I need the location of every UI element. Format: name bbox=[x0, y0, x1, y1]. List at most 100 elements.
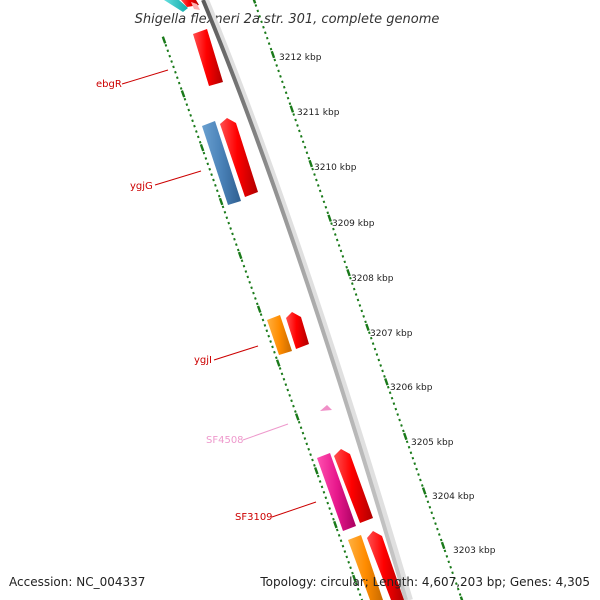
outer-ruler-major-tick bbox=[402, 432, 408, 441]
ebgR-leader-line bbox=[121, 69, 169, 85]
inner-ruler-minor-tick bbox=[328, 507, 331, 510]
outer-ruler-minor-tick bbox=[354, 293, 358, 296]
backbone-shadow bbox=[203, 0, 413, 600]
outer-ruler-minor-tick bbox=[269, 47, 273, 51]
inner-ruler-major-tick bbox=[333, 520, 338, 529]
inner-ruler-minor-tick bbox=[290, 399, 293, 403]
inner-ruler-minor-tick bbox=[337, 534, 341, 537]
inner-ruler-minor-tick bbox=[326, 501, 330, 505]
outer-ruler-major-tick bbox=[421, 487, 427, 495]
outer-ruler-minor-tick bbox=[451, 571, 454, 575]
map-title: Shigella flexneri 2a str. 301, complete … bbox=[135, 12, 440, 27]
inner-ruler-minor-tick bbox=[195, 130, 198, 133]
kbp-label-3205: 3205 kbp bbox=[411, 438, 454, 448]
gene-label-SF4508[interactable]: SF4508 bbox=[206, 435, 244, 446]
outer-ruler-minor-tick bbox=[301, 140, 305, 144]
inner-ruler-major-tick bbox=[180, 90, 186, 98]
gene-label-ebgR[interactable]: ebgR bbox=[96, 79, 122, 90]
outer-ruler-minor-tick bbox=[296, 124, 299, 127]
inner-ruler-minor-tick bbox=[166, 49, 170, 53]
outer-ruler-minor-tick bbox=[303, 145, 307, 149]
outer-ruler-minor-tick bbox=[345, 265, 348, 269]
outer-ruler-minor-tick bbox=[288, 102, 292, 106]
inner-ruler-minor-tick bbox=[356, 587, 360, 591]
outer-ruler-major-tick bbox=[346, 269, 351, 277]
inner-ruler-minor-tick bbox=[288, 394, 291, 397]
outer-ruler-major-tick bbox=[308, 159, 314, 168]
inner-ruler-minor-tick bbox=[335, 528, 339, 532]
outer-ruler-minor-tick bbox=[411, 456, 415, 460]
inner-ruler-major-tick bbox=[256, 305, 262, 313]
outer-ruler-minor-tick bbox=[337, 244, 341, 247]
scale-ruler-outer bbox=[252, 0, 464, 600]
outer-ruler-major-tick bbox=[270, 50, 276, 59]
SF4508-feature bbox=[320, 405, 332, 411]
gene-label-SF3109[interactable]: SF3109 bbox=[235, 512, 273, 523]
gene-label-ygjI[interactable]: ygjI bbox=[194, 355, 212, 366]
outer-ruler-minor-tick bbox=[360, 309, 364, 313]
inner-ruler-major-tick bbox=[237, 251, 243, 260]
outer-ruler-major-tick bbox=[252, 0, 257, 4]
outer-ruler-minor-tick bbox=[386, 385, 390, 389]
inner-ruler-minor-tick bbox=[191, 119, 194, 123]
SF3109-feature-magenta bbox=[317, 453, 356, 531]
pink-feature-top bbox=[191, 2, 200, 10]
inner-ruler-major-tick bbox=[161, 36, 167, 44]
outer-ruler-minor-tick bbox=[369, 336, 373, 340]
outer-ruler-minor-tick bbox=[341, 254, 345, 258]
SF3109-leader-line bbox=[271, 501, 317, 518]
outer-ruler-minor-tick bbox=[316, 184, 320, 187]
outer-ruler-minor-tick bbox=[343, 260, 347, 264]
outer-ruler-minor-tick bbox=[453, 576, 456, 580]
gene-label-ygjG[interactable]: ygjG bbox=[130, 181, 153, 192]
inner-ruler-minor-tick bbox=[360, 598, 364, 600]
inner-ruler-minor-tick bbox=[212, 178, 215, 182]
inner-ruler-minor-tick bbox=[358, 593, 362, 596]
outer-ruler-minor-tick bbox=[405, 440, 409, 444]
inner-ruler-minor-tick bbox=[250, 286, 253, 290]
outer-ruler-minor-tick bbox=[260, 20, 263, 24]
inner-ruler-minor-tick bbox=[248, 280, 251, 284]
outer-ruler-minor-tick bbox=[326, 211, 330, 215]
outer-ruler-minor-tick bbox=[351, 282, 354, 286]
outer-ruler-major-tick bbox=[440, 541, 446, 550]
inner-ruler-minor-tick bbox=[311, 458, 314, 462]
kbp-label-3208: 3208 kbp bbox=[351, 274, 394, 284]
inner-ruler-minor-tick bbox=[252, 291, 255, 295]
inner-ruler-minor-tick bbox=[259, 313, 263, 316]
inner-ruler-minor-tick bbox=[294, 410, 297, 413]
inner-ruler-minor-tick bbox=[280, 372, 284, 376]
outer-ruler-minor-tick bbox=[305, 151, 309, 155]
inner-ruler-minor-tick bbox=[278, 367, 282, 370]
inner-ruler-minor-tick bbox=[244, 270, 248, 273]
outer-ruler-minor-tick bbox=[413, 462, 417, 466]
outer-ruler-minor-tick bbox=[265, 36, 269, 40]
outer-ruler-minor-tick bbox=[455, 582, 458, 586]
inner-ruler-minor-tick bbox=[170, 60, 173, 63]
outer-ruler-minor-tick bbox=[294, 118, 297, 122]
outer-ruler-minor-tick bbox=[299, 134, 303, 138]
outer-ruler-major-tick bbox=[459, 596, 464, 600]
inner-ruler-minor-tick bbox=[229, 227, 232, 230]
outer-ruler-minor-tick bbox=[375, 353, 379, 356]
outer-ruler-minor-tick bbox=[298, 129, 301, 133]
inner-ruler-minor-tick bbox=[246, 275, 250, 279]
inner-ruler-minor-tick bbox=[341, 544, 345, 548]
inner-ruler-minor-tick bbox=[208, 167, 212, 171]
inner-ruler-minor-tick bbox=[307, 447, 311, 451]
inner-ruler-minor-tick bbox=[265, 329, 269, 333]
outer-ruler-minor-tick bbox=[447, 560, 451, 564]
inner-ruler-minor-tick bbox=[164, 44, 168, 47]
inner-ruler-minor-tick bbox=[235, 243, 238, 246]
kbp-label-3211: 3211 kbp bbox=[297, 108, 340, 118]
outer-ruler-minor-tick bbox=[371, 342, 375, 346]
outer-ruler-minor-tick bbox=[443, 549, 447, 553]
outer-ruler-minor-tick bbox=[419, 478, 422, 482]
inner-ruler-minor-tick bbox=[343, 550, 347, 553]
orange-feature-bottom bbox=[348, 535, 383, 600]
inner-ruler-minor-tick bbox=[196, 135, 200, 139]
outer-ruler-minor-tick bbox=[256, 9, 260, 13]
inner-ruler-minor-tick bbox=[322, 490, 326, 494]
ygjI-feature-red bbox=[286, 312, 309, 349]
